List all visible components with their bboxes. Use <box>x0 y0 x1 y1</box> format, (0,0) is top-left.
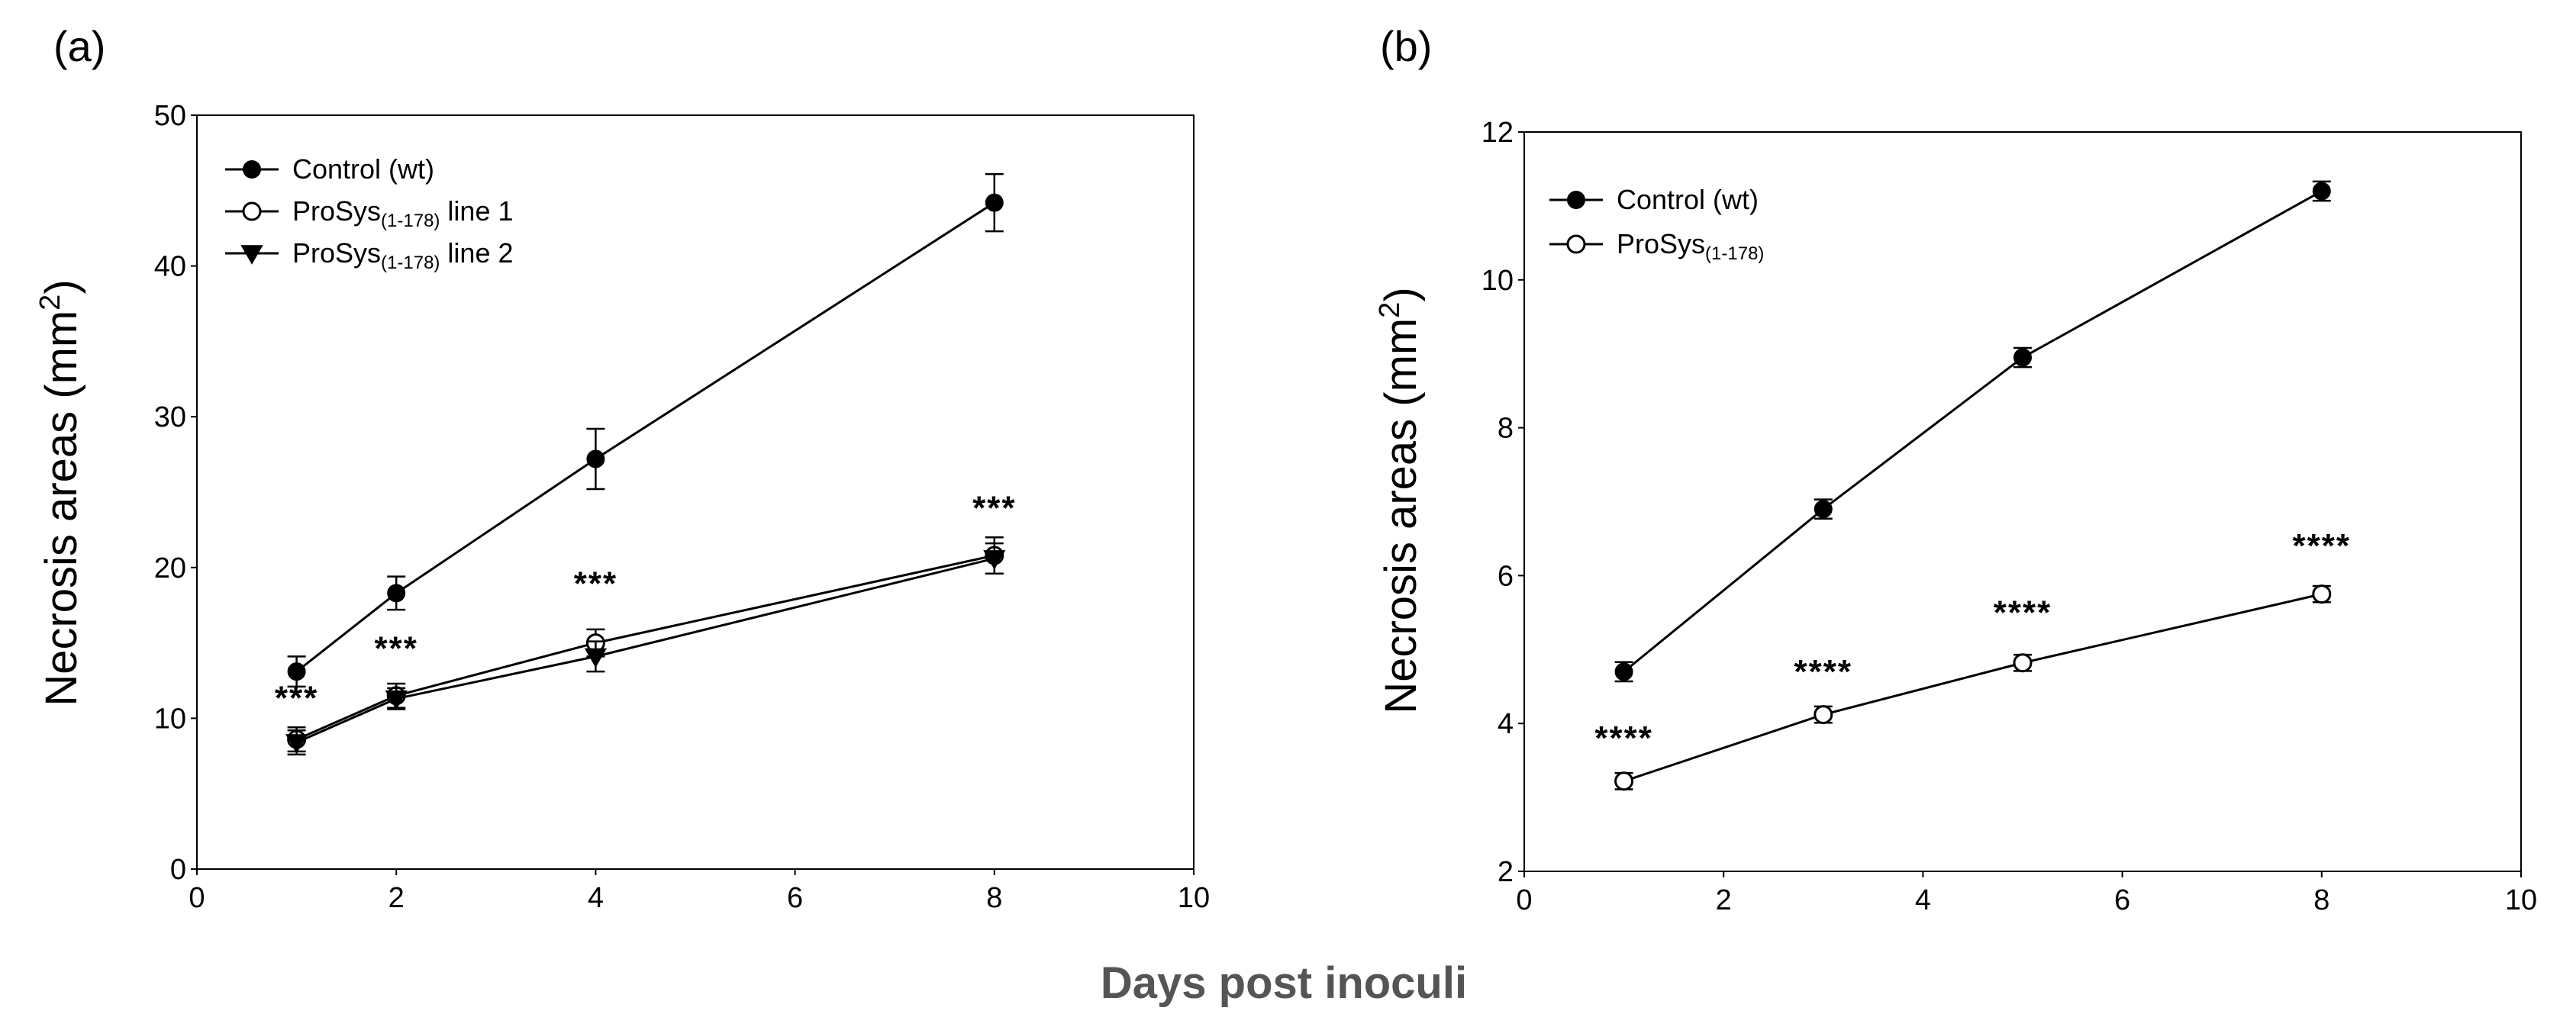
y-tick-label: 0 <box>170 854 186 886</box>
panel-b-y-ticks: 2 4 6 8 10 12 <box>1481 117 1524 888</box>
series-line <box>1623 190 2323 673</box>
data-point <box>983 550 1006 570</box>
significance-annotation: **** <box>1994 594 2052 631</box>
y-tick-label: 50 <box>154 100 186 132</box>
legend-marker <box>1566 234 1586 254</box>
y-tick-label: 40 <box>154 251 186 283</box>
legend-label: ProSys(1-178)​ <box>1617 228 1764 264</box>
panel-a-annotations: *** *** *** *** <box>275 490 1016 717</box>
legend-item: ProSys(1-178)​ <box>1549 228 1764 264</box>
series-line <box>295 557 995 744</box>
series-3 <box>285 542 1006 756</box>
data-point <box>285 734 308 754</box>
data-point <box>387 584 406 603</box>
shared-x-axis-label: Days post inoculi <box>1101 958 1467 1008</box>
panel-b-y-axis-label: Necrosis areas (mm2) <box>1374 287 1426 713</box>
y-tick-label: 10 <box>1481 265 1514 297</box>
data-point <box>2013 653 2033 673</box>
x-tick-label: 4 <box>588 882 604 914</box>
x-tick-label: 6 <box>787 882 803 914</box>
panel-b-plot-frame <box>1523 131 2522 872</box>
significance-annotation: **** <box>1594 720 1653 757</box>
data-point <box>385 690 408 710</box>
y-tick-label: 30 <box>154 401 186 433</box>
data-point <box>586 449 605 468</box>
x-tick-label: 2 <box>1716 884 1732 916</box>
legend-item: Control (wt) <box>1549 184 1759 215</box>
panel-a-label: (a) <box>53 22 105 70</box>
data-point <box>2312 584 2332 604</box>
y-tick-label: 6 <box>1498 560 1514 592</box>
y-tick-label: 12 <box>1481 117 1514 149</box>
data-point <box>1614 662 1633 681</box>
x-tick-label: 0 <box>1516 884 1532 916</box>
legend-label: ProSys(1-178) line 2 <box>292 237 514 273</box>
series-line <box>295 201 995 673</box>
data-point <box>1814 705 1833 725</box>
legend-item: Control (wt) <box>225 153 434 185</box>
y-tick-label: 20 <box>154 552 186 584</box>
significance-annotation: **** <box>1794 653 1853 691</box>
panel-a-legend: Control (wt) ProSys(1-178) line 1 ProSys(1… <box>225 153 514 273</box>
x-tick-label: 10 <box>2505 884 2537 916</box>
y-tick-label: 4 <box>1498 708 1514 740</box>
y-tick-label: 2 <box>1498 856 1514 888</box>
x-tick-label: 6 <box>2114 884 2130 916</box>
significance-annotation: *** <box>375 629 418 667</box>
significance-annotation: *** <box>972 490 1016 527</box>
legend-label: ProSys(1-178) line 1 <box>292 195 514 231</box>
data-point <box>985 193 1004 212</box>
x-tick-label: 4 <box>1915 884 1931 916</box>
series-line <box>295 554 995 741</box>
legend-label: Control (wt) <box>292 153 434 185</box>
panel-a-plot-frame <box>196 114 1195 870</box>
series-1 <box>287 172 1004 688</box>
data-point <box>1614 771 1634 791</box>
panel-a-y-ticks: 0 10 20 30 40 50 <box>154 100 197 886</box>
data-point <box>2013 348 2032 367</box>
legend-marker <box>1567 191 1585 209</box>
x-tick-label: 8 <box>986 882 1002 914</box>
data-point <box>584 648 608 668</box>
y-tick-label: 10 <box>154 703 186 735</box>
series-1 <box>1614 180 2331 683</box>
y-tick-label: 8 <box>1498 413 1514 445</box>
significance-annotation: *** <box>275 680 318 717</box>
x-tick-label: 8 <box>2313 884 2329 916</box>
data-point <box>287 662 306 681</box>
legend-item: ProSys(1-178) line 1 <box>225 195 514 231</box>
series-2 <box>1614 584 2332 791</box>
panel-a-series <box>285 172 1006 756</box>
panel-b-series <box>1614 180 2332 791</box>
panel-a-x-ticks: 0 2 4 6 8 10 <box>189 869 1210 914</box>
x-tick-label: 2 <box>388 882 405 914</box>
x-tick-label: 10 <box>1178 882 1210 914</box>
series-line <box>1623 593 2323 783</box>
legend-item: ProSys(1-178) line 2 <box>225 237 514 273</box>
panel-b-legend: Control (wt) ProSys(1-178)​ <box>1549 184 1764 264</box>
x-tick-label: 0 <box>189 882 205 914</box>
legend-marker <box>240 245 263 265</box>
data-point <box>2312 182 2331 201</box>
legend-label: Control (wt) <box>1617 184 1759 215</box>
panel-b-x-ticks: 0 2 4 6 8 10 <box>1516 871 2537 916</box>
data-point <box>1814 500 1833 519</box>
legend-marker <box>243 160 261 179</box>
panel-b-annotations: **** **** **** **** <box>1594 527 2352 757</box>
panel-b-label: (b) <box>1380 22 1432 70</box>
significance-annotation: **** <box>2293 527 2352 565</box>
significance-annotation: *** <box>574 565 617 602</box>
panel-a-y-axis-label: Necrosis areas (mm2) <box>34 279 86 706</box>
panel-a: (a) 0 10 20 30 40 50 0 2 4 6 8 10 *** *** *** *** Con… <box>34 22 1210 914</box>
legend-marker <box>242 201 262 221</box>
